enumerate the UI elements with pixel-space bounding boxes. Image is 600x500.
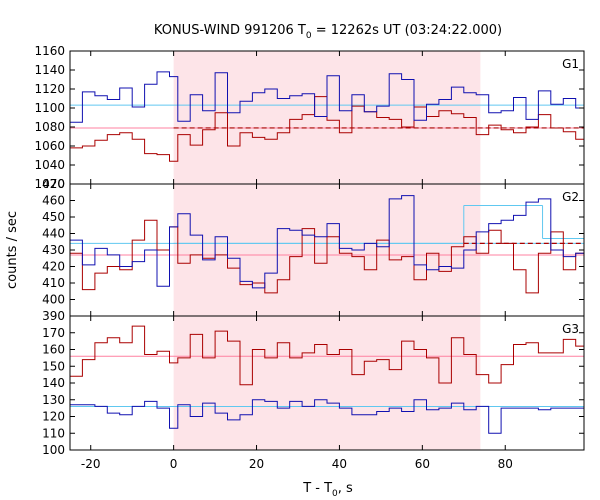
panel-g3: 100 110 120 130 140 150 160 170 G3 bbox=[42, 315, 585, 457]
x-axis-label: T - T0, s bbox=[302, 481, 353, 499]
y-tick-label: 470 bbox=[42, 177, 65, 191]
y-tick-label: 1080 bbox=[34, 120, 65, 134]
y-tick-label: 150 bbox=[42, 359, 65, 373]
y-tick-label: 1140 bbox=[34, 63, 65, 77]
y-tick-label: 1020 bbox=[34, 177, 65, 191]
y-tick-label: 410 bbox=[42, 276, 65, 290]
y-tick-label: 1160 bbox=[34, 44, 65, 58]
y-tick-label: 430 bbox=[42, 243, 65, 257]
y-axis-label: counts / sec bbox=[5, 211, 20, 289]
y-tick-label: 140 bbox=[42, 376, 65, 390]
y-tick-label: 120 bbox=[42, 410, 65, 424]
red-series bbox=[70, 325, 585, 386]
panel-label: G1 bbox=[562, 57, 579, 71]
panel-g2: 390 400 410 420 430 440 450 460 470 G2 bbox=[42, 177, 585, 323]
x-tick-label: 40 bbox=[332, 457, 347, 471]
y-tick-label: 400 bbox=[42, 293, 65, 307]
panel-g1: 1020 1040 1060 1080 1100 1120 1140 1160 G1 bbox=[34, 44, 585, 191]
y-tick-label: 450 bbox=[42, 210, 65, 224]
y-tick-label: 390 bbox=[42, 309, 65, 323]
x-tick-label: 0 bbox=[170, 457, 178, 471]
y-tick-label: 420 bbox=[42, 260, 65, 274]
y-tick-label: 1040 bbox=[34, 158, 65, 172]
y-tick-label: 460 bbox=[42, 194, 65, 208]
x-tick-label: 60 bbox=[415, 457, 430, 471]
red-series bbox=[70, 96, 585, 162]
y-tick-label: 130 bbox=[42, 393, 65, 407]
x-tick-label: 80 bbox=[498, 457, 513, 471]
y-tick-label: 1100 bbox=[34, 101, 65, 115]
x-tick-label: -20 bbox=[81, 457, 101, 471]
y-tick-label: 160 bbox=[42, 343, 65, 357]
y-tick-label: 1120 bbox=[34, 82, 65, 96]
blue-series bbox=[70, 195, 585, 289]
panel-label: G3 bbox=[562, 322, 579, 336]
y-tick-label: 170 bbox=[42, 326, 65, 340]
chart-title: KONUS-WIND 991206 T0 = 12262s UT (03:24:… bbox=[154, 23, 502, 41]
blue-series bbox=[70, 71, 585, 123]
y-tick-label: 110 bbox=[42, 426, 65, 440]
y-tick-label: 440 bbox=[42, 227, 65, 241]
y-tick-label: 100 bbox=[42, 443, 65, 457]
panel-label: G2 bbox=[562, 190, 579, 204]
y-tick-label: 1060 bbox=[34, 139, 65, 153]
x-tick-label: 20 bbox=[249, 457, 264, 471]
blue-series bbox=[70, 399, 584, 434]
